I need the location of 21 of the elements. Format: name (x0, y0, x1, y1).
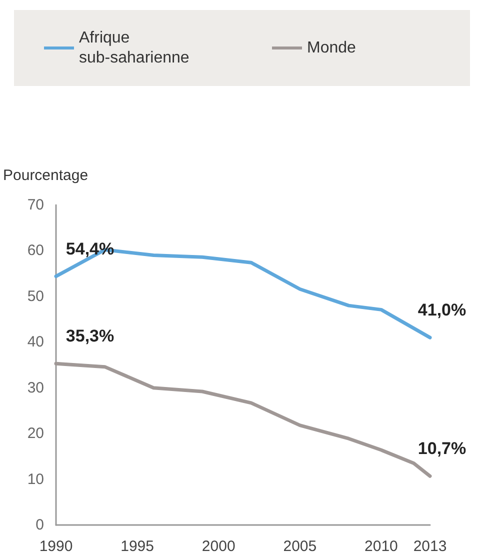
data-label: 10,7% (418, 439, 466, 458)
y-axis-title: Pourcentage (3, 167, 88, 184)
y-tick-label: 0 (36, 516, 44, 534)
data-label: 54,4% (66, 239, 114, 258)
y-tick-label: 70 (27, 196, 44, 214)
x-tick-label: 1995 (120, 538, 154, 555)
legend-label: Afrique sub-saharienne (79, 30, 190, 66)
x-tick-label: 2010 (364, 538, 398, 555)
y-tick-label: 10 (27, 470, 44, 488)
y-tick-label: 30 (27, 379, 44, 396)
y-tick-label: 60 (27, 242, 44, 260)
y-tick-label: 50 (27, 288, 44, 305)
data-label: 35,3% (66, 326, 114, 346)
y-tick-label: 20 (27, 425, 44, 442)
y-tick-label: 40 (27, 334, 44, 351)
x-tick-label: 2013 (413, 538, 447, 555)
legend-label: Monde (307, 40, 356, 56)
x-tick-label: 2005 (283, 538, 317, 555)
data-label: 41,0% (418, 300, 466, 320)
x-tick-label: 2000 (202, 538, 236, 555)
x-tick-label: 1990 (39, 538, 73, 555)
